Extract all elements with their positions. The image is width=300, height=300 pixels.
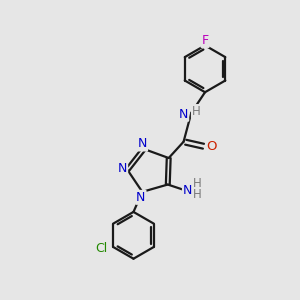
Text: N: N [183,184,192,196]
Text: Cl: Cl [95,242,108,255]
Text: H: H [193,188,202,202]
Text: F: F [202,34,208,47]
Text: N: N [138,137,147,151]
Text: N: N [118,162,127,175]
Text: N: N [136,191,146,204]
Text: N: N [179,108,188,121]
Text: H: H [192,105,201,118]
Text: O: O [206,140,217,153]
Text: H: H [193,178,202,190]
